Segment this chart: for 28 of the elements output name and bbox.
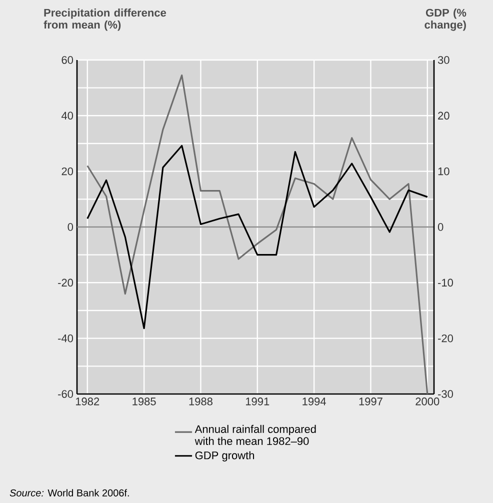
y-tick-label: -40: [58, 334, 74, 342]
y2-tick-label: 30: [438, 56, 450, 64]
y2-tick-label: -30: [438, 390, 453, 398]
y2-tick-label: 10: [438, 167, 450, 176]
x-tick-label: 1997: [359, 398, 382, 406]
legend-label: GDP growth: [195, 451, 254, 462]
text: Source: World Bank 2006f.: [10, 489, 129, 496]
y-axis-title: Precipitation difference from mean (%): [44, 8, 166, 31]
y-tick-label: 20: [62, 167, 74, 176]
x-tick-label: 1994: [302, 398, 326, 406]
y2-tick-label: 20: [438, 112, 450, 120]
y-tick-label: 40: [61, 112, 74, 120]
x-tick-label: 1988: [189, 398, 212, 406]
y-tick-label: -60: [58, 390, 74, 398]
y2-tick-label: 0: [438, 223, 444, 231]
y2-axis-title: GDP (% change): [424, 8, 466, 31]
y2-tick-label: -10: [438, 278, 453, 287]
line-series: [86, 74, 428, 394]
line-series: [86, 144, 428, 330]
x-tick-label: 1985: [132, 398, 156, 406]
legend-label: Annual rainfall compared with the mean 1982–90: [194, 424, 316, 445]
x-tick-label: 1991: [246, 398, 270, 406]
y-tick-label: 60: [62, 56, 74, 64]
x-tick-label: 2000: [416, 398, 440, 406]
y2-tick-label: -20: [438, 334, 453, 342]
y-tick-label: -20: [58, 278, 74, 287]
y-tick-label: 0: [68, 223, 74, 231]
x-tick-label: 1982: [76, 398, 100, 406]
